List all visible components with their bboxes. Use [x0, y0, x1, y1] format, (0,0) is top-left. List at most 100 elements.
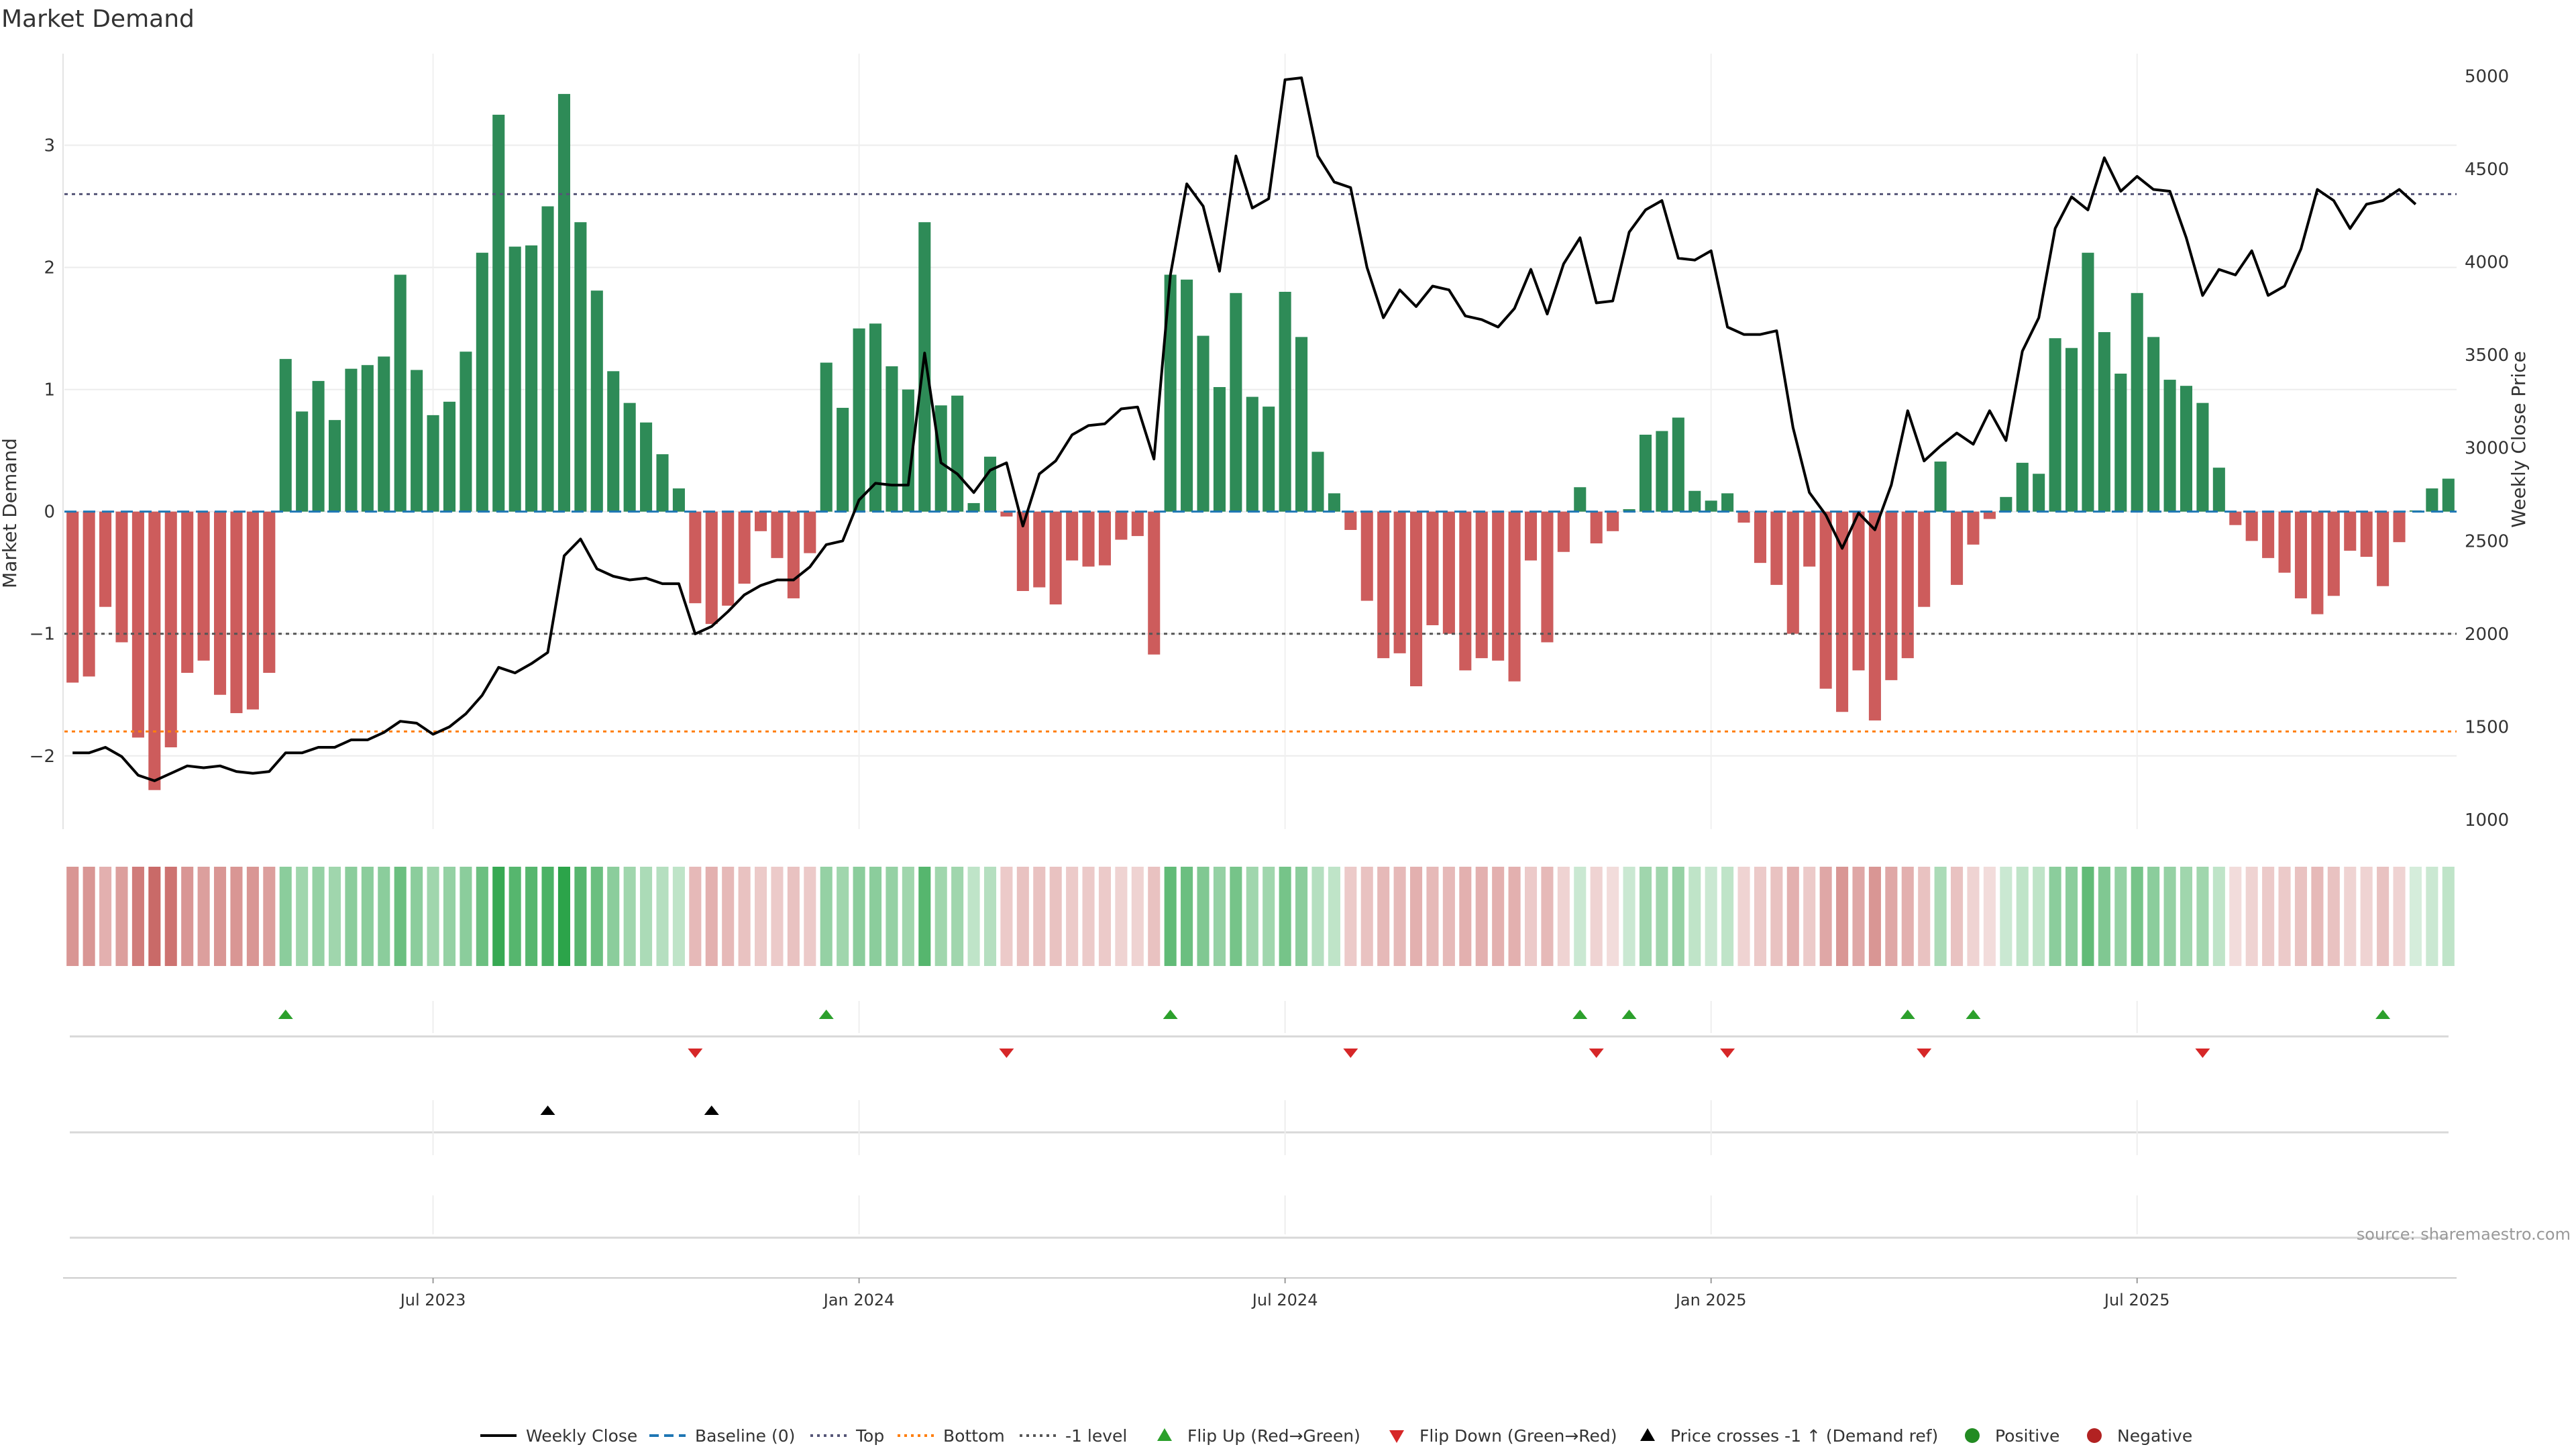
heat-cell	[296, 867, 309, 966]
heat-cell	[2212, 867, 2225, 966]
flip-up-marker	[1900, 1010, 1915, 1019]
heat-cell	[1786, 867, 1799, 966]
chart-title: Market Demand	[1, 5, 195, 33]
negative-bar	[181, 511, 194, 673]
flip-up-marker	[278, 1010, 293, 1019]
negative-bar	[1803, 511, 1816, 567]
heat-cell	[164, 867, 177, 966]
heat-cell	[2393, 867, 2406, 966]
positive-bar	[2033, 474, 2045, 512]
heat-cell	[1639, 867, 1652, 966]
negative-bar	[197, 511, 210, 661]
heat-cell	[1983, 867, 1996, 966]
x-tick-label: Jul 2025	[2103, 1291, 2170, 1309]
positive-bar	[623, 402, 636, 512]
heat-cell	[2147, 867, 2160, 966]
heat-cell	[312, 867, 325, 966]
positive-bar	[1295, 337, 1308, 512]
negative-bar	[1607, 511, 1619, 531]
heat-cell	[279, 867, 292, 966]
heat-cell	[1213, 867, 1226, 966]
negative-bar	[1016, 511, 1029, 592]
heat-cell	[1967, 867, 1980, 966]
negative-bar	[83, 511, 95, 677]
heat-cell	[213, 867, 227, 966]
positive-bar	[2180, 386, 2193, 512]
heat-cell	[1508, 867, 1521, 966]
heat-cell	[1819, 867, 1832, 966]
heat-cell	[1885, 867, 1898, 966]
positive-bar	[2131, 292, 2143, 512]
heat-cell	[590, 867, 603, 966]
heat-cell	[1377, 867, 1390, 966]
flip-up-marker	[818, 1010, 834, 1019]
heat-cell	[1098, 867, 1112, 966]
heat-cell	[541, 867, 554, 966]
heat-cell	[705, 867, 718, 966]
negative-bar	[1442, 511, 1455, 634]
heat-cell	[2377, 867, 2390, 966]
heat-cell	[722, 867, 735, 966]
positive-bar	[345, 368, 358, 512]
y2-tick-label: 5000	[2465, 66, 2509, 87]
heat-cell	[869, 867, 882, 966]
heat-cell	[1590, 867, 1603, 966]
positive-bar	[411, 370, 423, 512]
heat-cell	[557, 867, 570, 966]
negative-bar	[1967, 511, 1980, 545]
legend-label: Negative	[2117, 1426, 2192, 1446]
negative-bar	[689, 511, 702, 604]
heat-cell	[1197, 867, 1210, 966]
heat-cell	[2082, 867, 2094, 966]
heat-cell	[83, 867, 95, 966]
negative-bar	[1344, 511, 1357, 530]
positive-bar	[590, 290, 603, 512]
positive-bar	[983, 456, 997, 512]
heat-cell	[804, 867, 816, 966]
positive-bar	[279, 359, 292, 512]
negative-bar	[1918, 511, 1931, 607]
negative-bar	[1098, 511, 1112, 566]
negative-bar	[213, 511, 227, 695]
heat-cell	[328, 867, 341, 966]
heat-cell	[1688, 867, 1701, 966]
positive-bar	[1213, 386, 1226, 512]
positive-bar	[1246, 396, 1258, 512]
positive-bar	[1721, 493, 1734, 512]
heat-cell	[1852, 867, 1865, 966]
heat-cell	[1459, 867, 1472, 966]
positive-bar	[902, 389, 914, 512]
positive-bar	[378, 356, 390, 512]
positive-bar	[837, 407, 849, 512]
price-cross-marker	[704, 1106, 719, 1115]
positive-bar	[2114, 373, 2127, 512]
flip-down-marker	[688, 1049, 703, 1058]
heat-cell	[2098, 867, 2110, 966]
positive-bar	[640, 422, 653, 512]
heat-cell	[1656, 867, 1668, 966]
negative-bar	[1066, 511, 1079, 561]
y-tick-label: −2	[30, 747, 55, 767]
negative-bar	[246, 511, 259, 710]
heat-cell	[902, 867, 914, 966]
heat-cell	[1737, 867, 1750, 966]
negative-bar	[1115, 511, 1128, 540]
heat-cell	[443, 867, 456, 966]
y2-tick-label: 2000	[2465, 625, 2509, 645]
positive-bar	[1164, 274, 1177, 512]
heat-cell	[2409, 867, 2422, 966]
positive-bar	[443, 401, 456, 512]
positive-bar	[918, 222, 931, 512]
heat-cell	[1868, 867, 1881, 966]
x-axis: Jul 2023 Jan 2024 Jul 2024 Jan 2025 Jul 2025	[63, 1277, 2457, 1309]
positive-bar	[2065, 347, 2078, 512]
negative-bar	[2377, 511, 2390, 586]
negative-bar	[2294, 511, 2308, 598]
negative-bar	[1000, 511, 1013, 517]
heat-cell	[2196, 867, 2209, 966]
heat-cell	[820, 867, 833, 966]
negative-bar	[1360, 511, 1373, 601]
heat-cell	[131, 867, 144, 966]
heat-cell	[1049, 867, 1062, 966]
heat-cell	[2000, 867, 2012, 966]
